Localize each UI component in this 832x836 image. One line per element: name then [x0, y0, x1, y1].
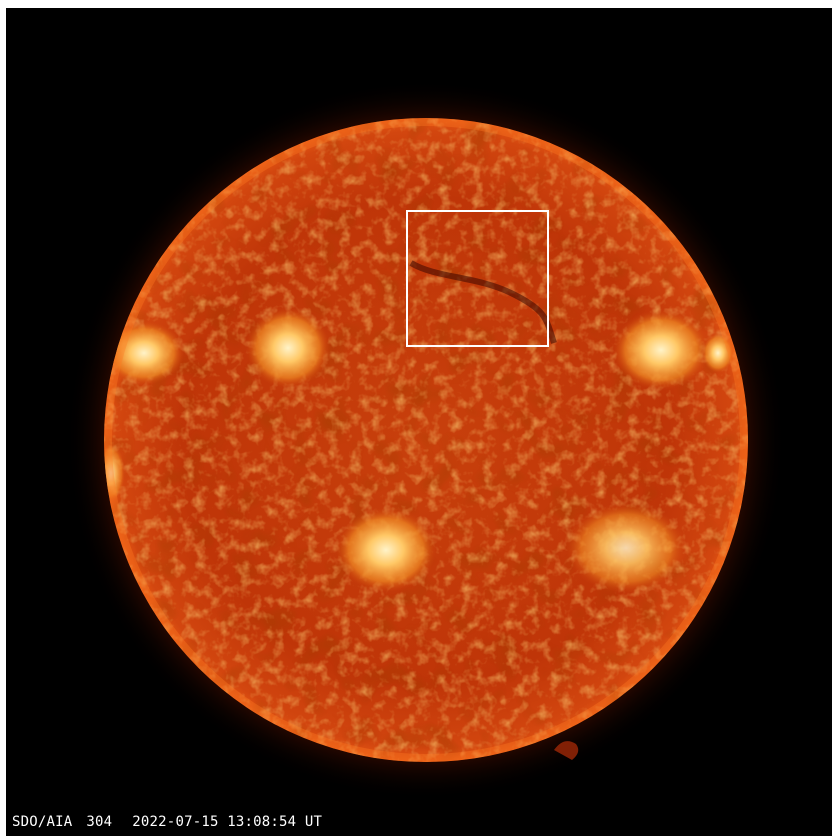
active-region-southeast — [566, 503, 686, 593]
granulation-texture — [104, 118, 748, 762]
active-region-east-limb — [702, 333, 734, 373]
active-region-northwest — [246, 308, 330, 388]
limb-edge — [104, 118, 748, 762]
active-region-northeast — [613, 310, 709, 390]
active-region-west-limb — [104, 321, 184, 385]
region-of-interest-box — [406, 210, 549, 347]
sun-disk-image — [66, 80, 786, 800]
solar-image-viewer: SDO/AIA 304 2022-07-15 13:08:54 UT — [6, 8, 832, 836]
image-caption: SDO/AIA 304 2022-07-15 13:08:54 UT — [12, 814, 322, 830]
active-region-south-center — [336, 508, 436, 592]
timestamp-label: 2022-07-15 13:08:54 UT — [132, 814, 323, 830]
prominence — [554, 741, 579, 760]
active-region-west-edge — [104, 443, 125, 503]
instrument-label: SDO/AIA — [12, 814, 73, 830]
wavelength-label: 304 — [86, 814, 113, 830]
